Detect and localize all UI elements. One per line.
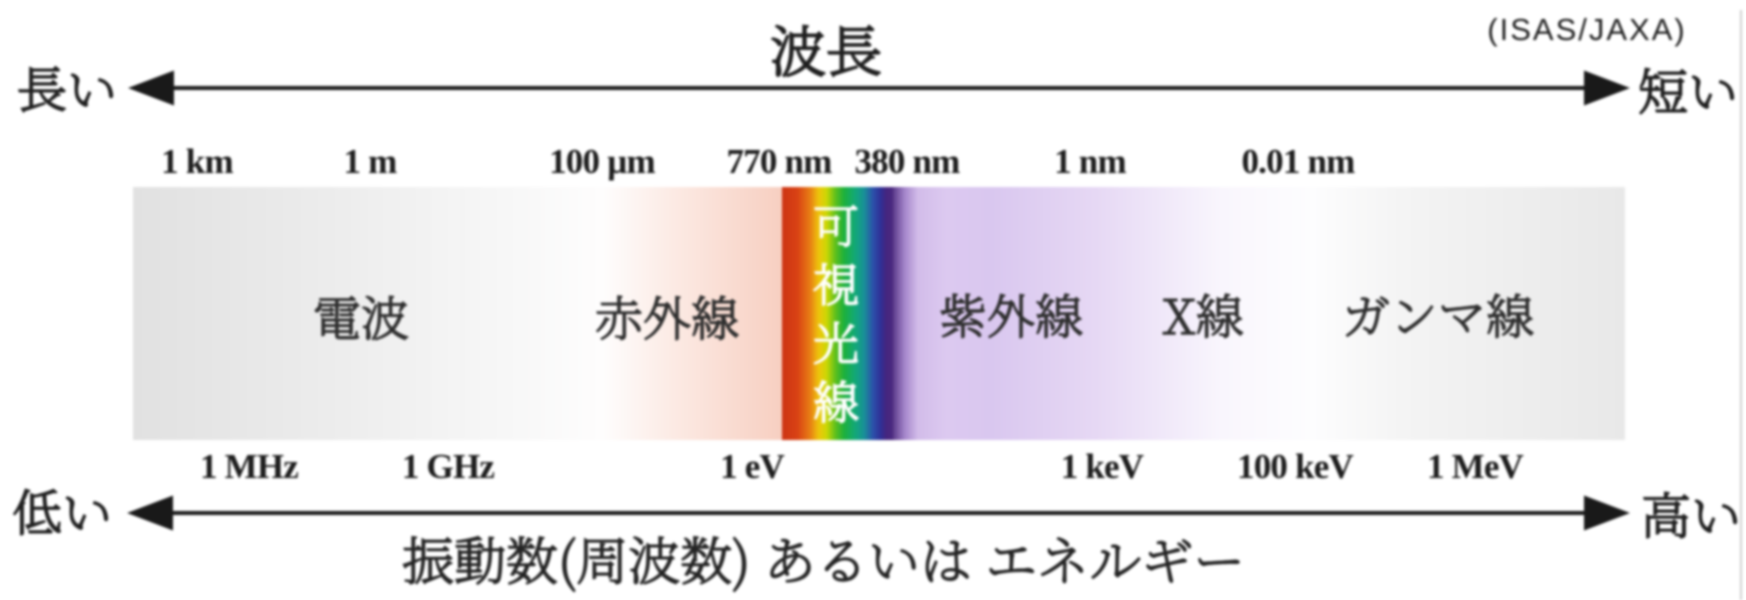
- svg-text:1 GHz: 1 GHz: [402, 447, 494, 486]
- svg-text:100 keV: 100 keV: [1237, 447, 1353, 486]
- svg-text:(ISAS/JAXA): (ISAS/JAXA): [1487, 12, 1686, 47]
- svg-text:380 nm: 380 nm: [854, 142, 960, 181]
- svg-text:1 m: 1 m: [343, 142, 397, 181]
- svg-text:1 keV: 1 keV: [1061, 447, 1144, 486]
- svg-text:1 eV: 1 eV: [720, 447, 784, 486]
- svg-text:1 nm: 1 nm: [1054, 142, 1126, 181]
- svg-text:0.01 nm: 0.01 nm: [1241, 142, 1355, 181]
- svg-text:1 km: 1 km: [161, 142, 233, 181]
- svg-text:1 MHz: 1 MHz: [200, 447, 298, 486]
- svg-text:100 µm: 100 µm: [549, 142, 655, 181]
- svg-text:770 nm: 770 nm: [726, 142, 832, 181]
- svg-text:1 MeV: 1 MeV: [1427, 447, 1524, 486]
